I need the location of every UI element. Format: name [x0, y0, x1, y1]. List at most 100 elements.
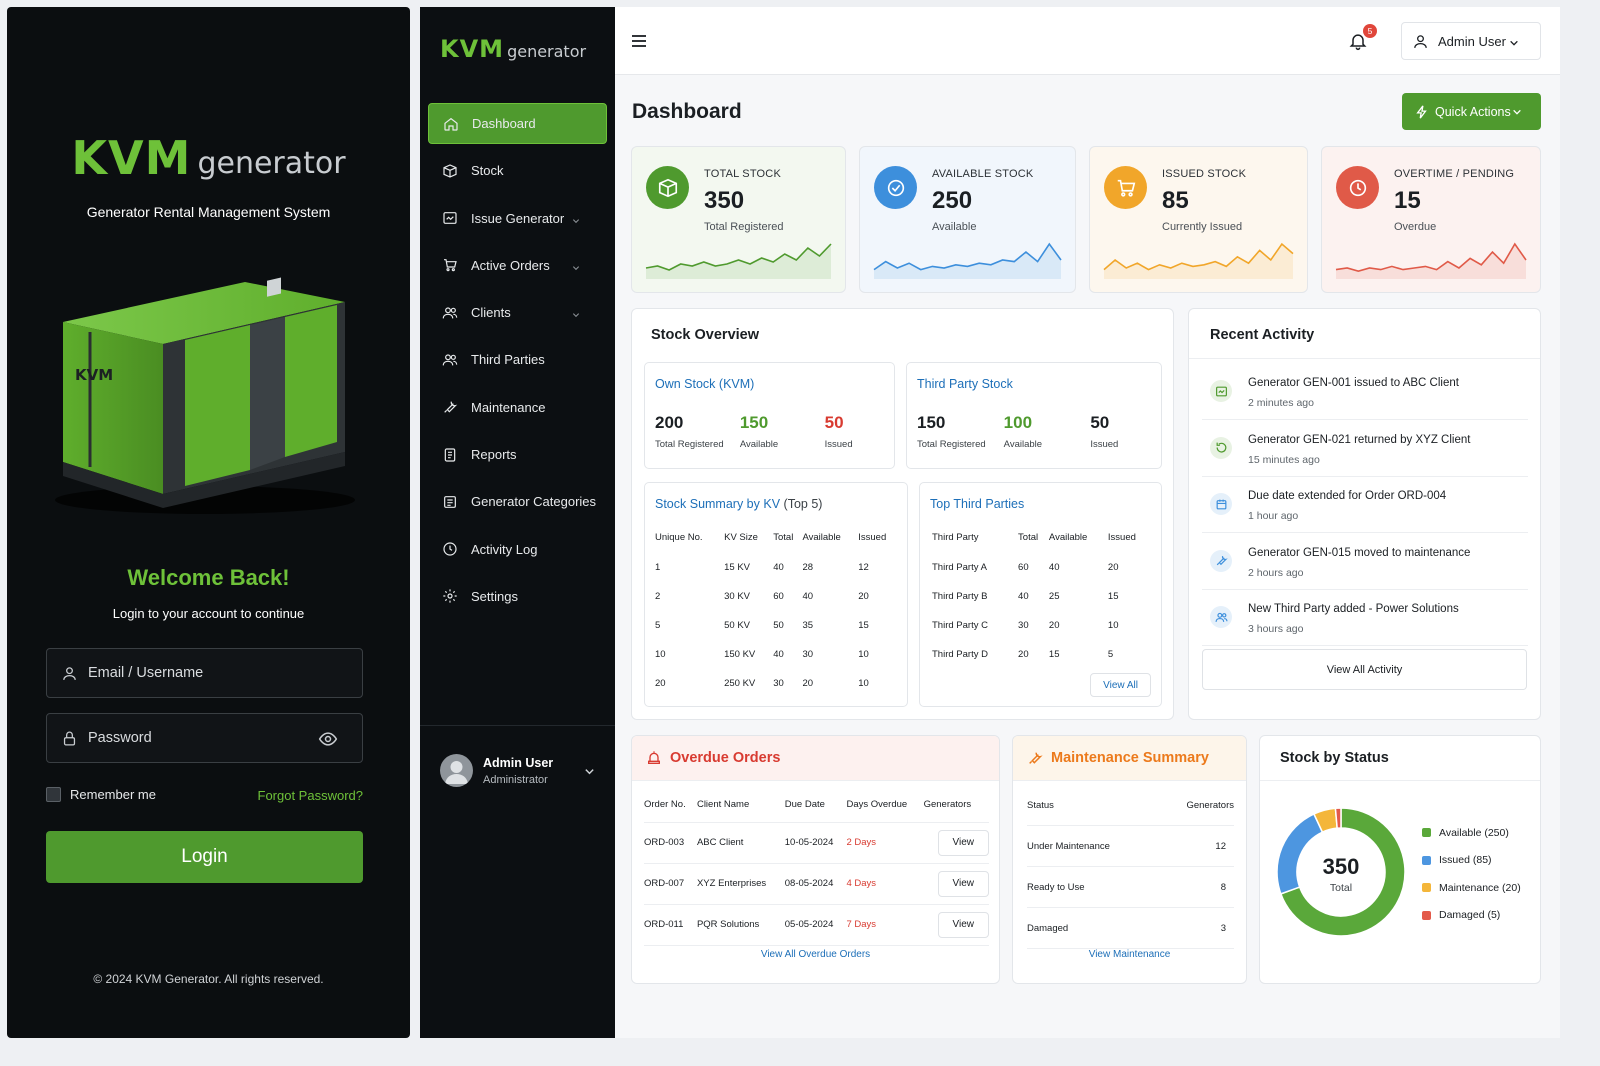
column-header: Third Party [932, 531, 979, 543]
issue-icon [1210, 380, 1232, 402]
sidebar-item-label: Reports [471, 447, 517, 463]
maintenance-count: 12 [1215, 840, 1226, 852]
sidebar-item-clients[interactable]: Clients [428, 292, 607, 333]
table-cell: 15 [858, 620, 869, 631]
table-cell: 40 [773, 649, 784, 660]
view-all-activity-button[interactable]: View All Activity [1202, 649, 1527, 690]
menu-icon[interactable] [631, 34, 647, 48]
cart-icon [1104, 166, 1147, 209]
column-header: Unique No. [655, 531, 703, 543]
legend-label: Damaged (5) [1439, 909, 1501, 922]
table-row: 10 150 KV 40 30 10 [655, 640, 899, 669]
table-cell-due: 10-05-2024 [784, 837, 834, 848]
sidebar-logo[interactable]: KVM generator [440, 37, 586, 61]
sidebar-item-reports[interactable]: Reports [428, 434, 607, 475]
overdue-orders-header: Overdue Orders [632, 736, 999, 781]
activity-item[interactable]: Generator GEN-001 issued to ABC Client 2 … [1202, 364, 1528, 420]
table-cell: 30 [1018, 620, 1029, 631]
activity-text: Generator GEN-001 issued to ABC Client [1248, 377, 1459, 389]
cart-icon [442, 257, 458, 273]
activity-item[interactable]: Generator GEN-021 returned by XYZ Client… [1202, 421, 1528, 477]
bell-icon[interactable] [1348, 30, 1368, 52]
total-stock-card[interactable]: TOTAL STOCK 350 Total Registered [631, 146, 846, 293]
activity-time: 15 minutes ago [1248, 453, 1320, 466]
view-order-button[interactable]: View [937, 870, 989, 897]
sparkline [1103, 242, 1294, 279]
box-icon [646, 166, 689, 209]
sidebar-item-activity-log[interactable]: Activity Log [428, 529, 607, 570]
overtime-pending-card[interactable]: OVERTIME / PENDING 15 Overdue [1321, 146, 1541, 293]
table-cell: Third Party D [932, 649, 988, 660]
stat-value: 350 [704, 187, 745, 214]
view-maintenance-link[interactable]: View Maintenance [1088, 949, 1171, 960]
legend-swatch [1422, 828, 1431, 838]
recent-activity-card: Recent Activity Generator GEN-001 issued… [1188, 308, 1541, 720]
copyright: © 2024 KVM Generator. All rights reserve… [93, 972, 324, 986]
sidebar-item-active-orders[interactable]: Active Orders [428, 245, 607, 286]
table-cell-order: ORD-011 [644, 919, 684, 930]
sidebar-item-stock[interactable]: Stock [428, 150, 607, 191]
eye-icon[interactable] [318, 729, 338, 749]
view-all-overdue-link[interactable]: View All Overdue Orders [760, 949, 871, 960]
stat-value: 85 [1162, 187, 1189, 214]
sidebar-user[interactable]: Admin User Administrator [420, 725, 615, 815]
activity-text: Generator GEN-021 returned by XYZ Client [1248, 433, 1471, 446]
remember-me[interactable]: Remember me [46, 787, 156, 802]
remember-checkbox[interactable] [46, 787, 61, 802]
chevron-down-icon [568, 307, 584, 323]
sidebar-item-generator-categories[interactable]: Generator Categories [428, 481, 607, 522]
own-total-label: Total Registered [655, 439, 724, 450]
table-row: Third Party C 30 20 10 [932, 611, 1151, 640]
sidebar-item-settings[interactable]: Settings [428, 576, 607, 617]
table-row: 1 15 KV 40 28 12 [655, 553, 899, 582]
activity-time: 2 hours ago [1248, 566, 1304, 579]
table-row: ORD-007 XYZ Enterprises 08-05-2024 4 Days Vi… [644, 863, 989, 904]
sidebar-item-third-parties[interactable]: Third Parties [428, 339, 607, 380]
column-header: Order No. [644, 799, 686, 811]
home-icon [443, 116, 459, 132]
donut-center-label: Total [1330, 882, 1352, 894]
maintenance-summary-title: Maintenance Summary [1051, 750, 1209, 766]
login-button[interactable]: Login [46, 831, 363, 883]
sidebar-item-dashboard[interactable]: Dashboard [428, 103, 607, 144]
overdue-orders-title: Overdue Orders [670, 750, 781, 766]
table-cell-order: ORD-007 [644, 878, 685, 889]
table-cell-due: 08-05-2024 [784, 878, 834, 889]
quick-actions-button[interactable]: Quick Actions [1402, 93, 1541, 130]
email-field[interactable]: Email / Username [46, 648, 363, 698]
password-field[interactable]: Password [46, 713, 363, 763]
table-cell: Third Party B [932, 591, 988, 602]
user-menu-button[interactable]: Admin User [1401, 22, 1541, 60]
wrench-icon [1027, 750, 1043, 766]
activity-time: 1 hour ago [1248, 510, 1299, 522]
sidebar-item-maintenance[interactable]: Maintenance [428, 387, 607, 428]
alert-icon [646, 750, 662, 766]
forgot-password-link[interactable]: Forgot Password? [257, 788, 364, 803]
sparkline-area [1104, 244, 1293, 279]
available-stock-card[interactable]: AVAILABLE STOCK 250 Available [859, 146, 1076, 293]
issued-stock-card[interactable]: ISSUED STOCK 85 Currently Issued [1089, 146, 1308, 293]
activity-item[interactable]: New Third Party added - Power Solutions 3… [1202, 590, 1528, 646]
table-cell: 5 [1107, 649, 1114, 660]
view-all-third-parties-button[interactable]: View All [1090, 673, 1151, 697]
activity-item[interactable]: Due date extended for Order ORD-004 1 hou… [1202, 477, 1528, 533]
stock-overview-title: Stock Overview [651, 327, 759, 343]
chevron-down-icon [568, 213, 584, 229]
column-header: KV Size [724, 531, 758, 543]
clock-icon [1336, 166, 1379, 209]
own-stock-title: Own Stock (KVM) [655, 377, 755, 391]
table-row: 20 250 KV 30 20 10 [655, 669, 899, 698]
own-available-value: 150 [739, 413, 769, 432]
view-order-button[interactable]: View [937, 829, 989, 856]
chevron-down-icon[interactable] [584, 766, 595, 777]
activity-item[interactable]: Generator GEN-015 moved to maintenance 2 … [1202, 534, 1528, 590]
legend-swatch [1422, 910, 1431, 920]
sidebar-item-issue-generator[interactable]: Issue Generator [428, 198, 607, 239]
main-content: 5 Admin User Dashboard Quick Actions TOT… [615, 7, 1560, 1038]
overdue-orders-table: Order No. Client Name Due Date Days Overdue… [644, 788, 989, 946]
view-order-button[interactable]: View [937, 911, 989, 938]
table-cell: 20 [1018, 649, 1029, 660]
table-cell: 10 [858, 649, 869, 660]
legend-item: Damaged (5) [1422, 902, 1521, 930]
welcome-subtitle: Login to your account to continue [112, 606, 305, 621]
